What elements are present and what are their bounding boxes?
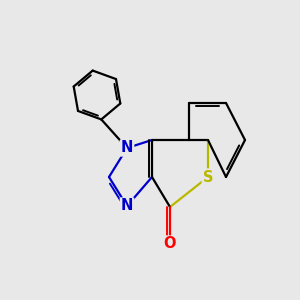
Text: O: O [164,236,176,251]
Text: N: N [121,140,133,155]
Text: S: S [203,169,213,184]
Text: N: N [121,199,133,214]
